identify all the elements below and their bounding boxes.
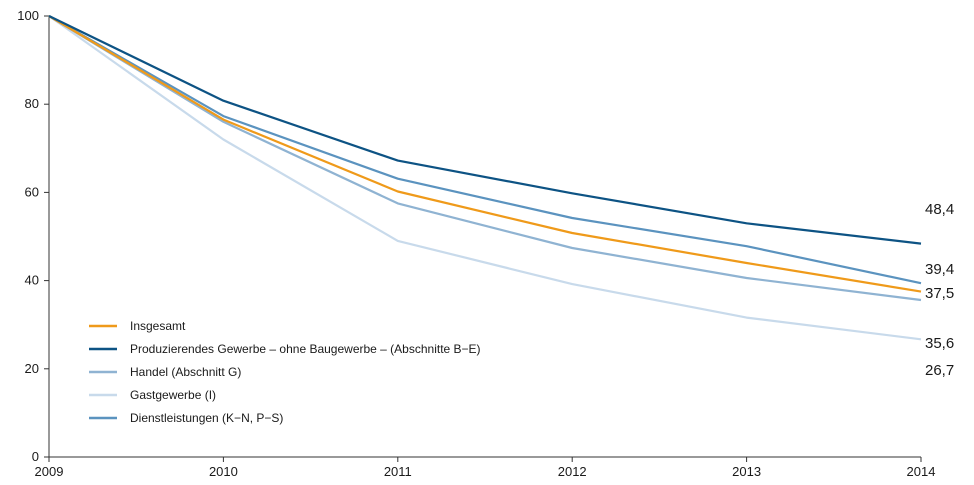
series-line <box>48 15 922 293</box>
legend-item: Dienstleistungen (K−N, P−S) <box>89 411 283 425</box>
x-tick-label: 2014 <box>907 464 936 479</box>
legend-item: Produzierendes Gewerbe – ohne Baugewerbe… <box>89 342 481 356</box>
y-tick-label: 60 <box>25 184 39 199</box>
end-value-label: 35,6 <box>925 335 954 352</box>
legend-label: Insgesamt <box>130 319 186 333</box>
x-tick-label: 2011 <box>384 464 412 479</box>
end-value-label: 26,7 <box>925 362 954 379</box>
series-line <box>48 15 922 341</box>
end-labels: 48,4 39,4 37,5 35,6 26,7 <box>925 201 954 379</box>
legend-item: Insgesamt <box>89 319 186 333</box>
end-value-label: 37,5 <box>925 285 954 302</box>
x-tick-label: 2010 <box>209 464 238 479</box>
series-line <box>48 15 922 285</box>
x-tick-label: 2013 <box>732 464 761 479</box>
y-tick-label: 100 <box>17 8 39 23</box>
series-lines <box>48 15 922 341</box>
end-value-label: 48,4 <box>925 201 954 218</box>
legend-item: Handel (Abschnitt G) <box>89 365 241 379</box>
y-tick-label: 20 <box>25 361 39 376</box>
y-tick-label: 0 <box>32 449 39 464</box>
legend-item: Gastgewerbe (I) <box>89 388 216 402</box>
series-line <box>48 15 922 245</box>
series-line <box>48 15 922 302</box>
y-tick-label: 40 <box>25 273 39 288</box>
legend-label: Dienstleistungen (K−N, P−S) <box>130 411 283 425</box>
axes: 0 20 40 60 80 100 2009 2010 2011 2012 2013 2014 <box>17 8 935 479</box>
legend: Insgesamt Produzierendes Gewerbe – ohne B… <box>89 319 481 425</box>
x-tick-label: 2012 <box>558 464 587 479</box>
legend-label: Produzierendes Gewerbe – ohne Baugewerbe… <box>130 342 481 356</box>
legend-label: Gastgewerbe (I) <box>130 388 216 402</box>
x-tick-label: 2009 <box>35 464 64 479</box>
end-value-label: 39,4 <box>925 261 954 278</box>
y-tick-label: 80 <box>25 96 39 111</box>
legend-label: Handel (Abschnitt G) <box>130 365 241 379</box>
